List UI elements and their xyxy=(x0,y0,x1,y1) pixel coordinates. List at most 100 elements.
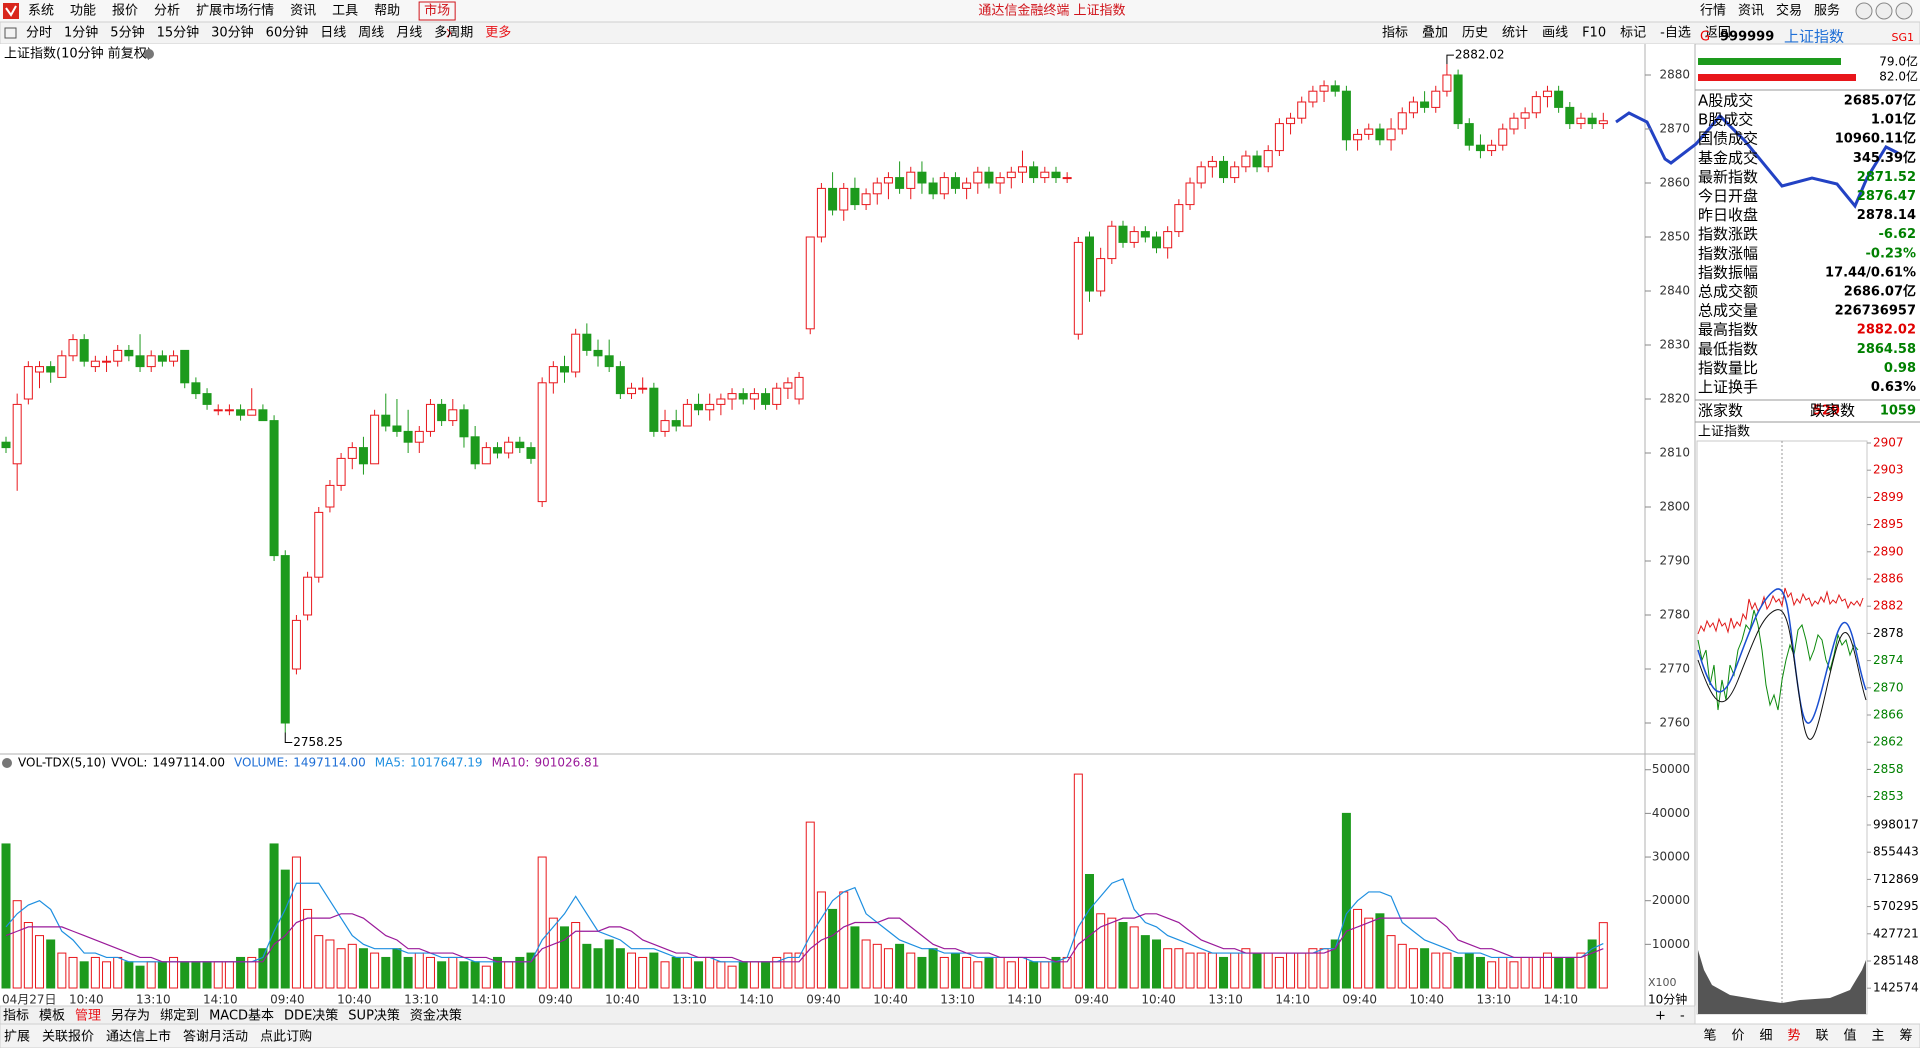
intraday-price-label: 2899 xyxy=(1873,490,1904,504)
candle-body xyxy=(336,457,346,486)
period-button[interactable]: 月线 xyxy=(396,26,422,41)
bottom-tab[interactable]: 另存为 xyxy=(111,1009,150,1024)
intraday-tab[interactable]: 笔 xyxy=(1703,1028,1716,1044)
candle-body xyxy=(682,403,692,427)
title-dropdown[interactable] xyxy=(144,49,154,59)
intraday-price-label: 2858 xyxy=(1873,762,1904,776)
window-button[interactable]: 交易 xyxy=(1776,3,1802,19)
candle-body xyxy=(1308,90,1318,103)
intraday-tab[interactable]: 联 xyxy=(1815,1029,1828,1044)
candle-body xyxy=(1319,85,1329,92)
candle-body xyxy=(928,182,938,195)
quote-label: 昨日收盘 xyxy=(1698,206,1758,224)
volume-bar xyxy=(1520,956,1530,989)
close-button[interactable] xyxy=(1895,2,1913,20)
quote-label: A股成交 xyxy=(1698,92,1753,110)
volume-bar xyxy=(1129,926,1139,989)
bottom-tab[interactable]: SUP决策 xyxy=(348,1008,400,1024)
tool-button[interactable]: 叠加 xyxy=(1422,26,1448,41)
menu-item[interactable]: 系统 xyxy=(28,4,54,19)
maximize-button[interactable] xyxy=(1875,2,1893,20)
bottom-tab[interactable]: 绑定到 xyxy=(160,1009,199,1024)
intraday-tab[interactable]: 细 xyxy=(1759,1029,1772,1044)
menu-item[interactable]: 分析 xyxy=(154,4,180,19)
y-tick-label: 2760 xyxy=(1659,716,1690,730)
period-button[interactable]: 60分钟 xyxy=(266,25,309,41)
menu-item[interactable]: 报价 xyxy=(112,4,138,19)
x-tick-label: 09:40 xyxy=(1342,993,1377,1007)
tool-button[interactable]: 返回 xyxy=(1705,26,1731,41)
x-tick-label: 13:10 xyxy=(1476,993,1511,1007)
y-tick-label: 2790 xyxy=(1659,554,1690,568)
period-button[interactable]: 日线 xyxy=(320,26,346,41)
window-button[interactable]: 行情 xyxy=(1700,4,1726,19)
volume-bar xyxy=(370,952,380,989)
zoom-in[interactable]: + xyxy=(1655,1009,1666,1024)
x-tick-label: 13:10 xyxy=(672,993,707,1007)
tool-button[interactable]: 统计 xyxy=(1502,26,1528,41)
window-button[interactable]: 服务 xyxy=(1814,3,1840,19)
quote-value: 2864.58 xyxy=(1857,342,1916,357)
status-item[interactable]: 通达信上市 xyxy=(106,1029,171,1045)
period-button[interactable]: 周线 xyxy=(358,26,384,41)
volume-bar xyxy=(593,948,603,989)
quote-value: 2871.52 xyxy=(1857,170,1916,185)
zoom-out[interactable]: - xyxy=(1680,1009,1685,1024)
bottom-tab[interactable]: 资金决策 xyxy=(410,1008,462,1024)
x-tick-label: 04月27日 xyxy=(2,993,57,1007)
volume-bar xyxy=(772,956,782,989)
menu-item[interactable]: 资讯 xyxy=(290,4,316,19)
window-button[interactable]: 资讯 xyxy=(1738,4,1764,19)
menu-item[interactable]: 功能 xyxy=(70,4,96,19)
bottom-tab[interactable]: 指标 xyxy=(3,1009,29,1024)
minimize-button[interactable] xyxy=(1855,2,1873,20)
candle-body xyxy=(1062,177,1072,180)
legend-text: VOLUME: xyxy=(234,756,288,770)
tool-button[interactable]: 历史 xyxy=(1462,26,1488,41)
intraday-price-label: 2903 xyxy=(1873,463,1904,477)
bottom-tab[interactable]: MACD基本 xyxy=(209,1009,274,1024)
volume-bar xyxy=(135,965,145,989)
period-label: 10分钟 xyxy=(1648,992,1687,1007)
x-tick-label: 14:10 xyxy=(471,993,506,1007)
candle-body xyxy=(984,171,994,184)
intraday-tab[interactable]: 值 xyxy=(1843,1028,1856,1044)
intraday-tab[interactable]: 主 xyxy=(1871,1029,1884,1044)
volume-bar xyxy=(1006,961,1016,989)
status-item[interactable]: 点此订购 xyxy=(260,1029,312,1045)
candle-body xyxy=(79,339,89,362)
tool-button[interactable]: 标记 xyxy=(1620,26,1646,41)
intraday-avg-line xyxy=(1697,609,1867,740)
bottom-tab[interactable]: 管理 xyxy=(75,1009,101,1024)
period-button[interactable]: 分时 xyxy=(26,26,52,41)
market-menu[interactable]: 市场 xyxy=(424,3,450,19)
volume-bar xyxy=(548,917,558,989)
menu-item[interactable]: 帮助 xyxy=(374,4,400,19)
intraday-price-label: 2895 xyxy=(1873,517,1904,531)
menu-item[interactable]: 扩展市场行情 xyxy=(196,3,274,19)
intraday-tab[interactable]: 价 xyxy=(1731,1029,1744,1044)
status-item[interactable]: 答谢月活动 xyxy=(183,1029,248,1045)
status-item[interactable]: 关联报价 xyxy=(42,1030,94,1045)
tool-button[interactable]: -自选 xyxy=(1660,26,1691,41)
period-button[interactable]: 1分钟 xyxy=(64,25,98,41)
more-button[interactable]: 更多 xyxy=(485,25,511,41)
period-button[interactable]: 5分钟 xyxy=(110,25,144,41)
tool-button[interactable]: 指标 xyxy=(1382,26,1408,41)
intraday-tab[interactable]: 势 xyxy=(1787,1028,1800,1044)
period-button[interactable]: 30分钟 xyxy=(211,25,254,41)
period-button[interactable]: 15分钟 xyxy=(157,25,200,41)
status-item[interactable]: 扩展 xyxy=(4,1030,30,1045)
intraday-tab[interactable]: 筹 xyxy=(1899,1028,1912,1044)
volume-bar xyxy=(280,869,290,989)
tool-button[interactable]: F10 xyxy=(1582,26,1606,41)
candle-body xyxy=(280,555,290,724)
x-tick-label: 09:40 xyxy=(1074,993,1109,1007)
menu-item[interactable]: 工具 xyxy=(332,4,358,19)
indicator-dropdown[interactable] xyxy=(2,758,12,768)
bottom-tab[interactable]: DDE决策 xyxy=(284,1008,338,1024)
bottom-tab[interactable]: 模板 xyxy=(39,1009,65,1024)
period-button[interactable]: 多周期 xyxy=(434,25,473,41)
candle-body xyxy=(1286,117,1296,125)
tool-button[interactable]: 画线 xyxy=(1542,26,1568,41)
